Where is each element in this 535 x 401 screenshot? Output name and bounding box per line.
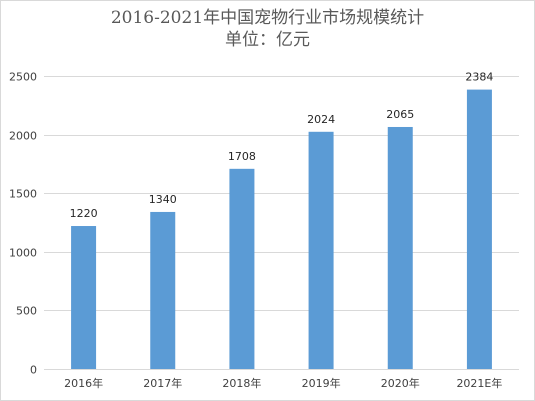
data-label: 2065: [386, 108, 414, 121]
data-label: 1340: [149, 193, 177, 206]
bar: [308, 131, 334, 369]
x-tick-label: 2016年: [64, 376, 103, 390]
bar: [387, 126, 413, 369]
data-label: 2024: [307, 113, 335, 126]
data-label: 1708: [228, 150, 256, 163]
chart-subtitle: 单位：亿元: [225, 30, 310, 50]
data-label: 1220: [70, 207, 98, 220]
x-tick-label: 2019年: [302, 376, 341, 390]
data-label: 2384: [465, 71, 493, 84]
x-tick-label: 2021E年: [456, 376, 502, 390]
y-tick-label: 2500: [9, 71, 37, 84]
y-tick-label: 2000: [9, 130, 37, 143]
y-tick-label: 0: [30, 364, 37, 377]
chart-title-block: 2016-2021年中国宠物行业市场规模统计 单位：亿元: [1, 7, 534, 51]
y-tick-label: 1000: [9, 247, 37, 260]
bar: [229, 168, 255, 369]
y-tick-label: 500: [16, 305, 37, 318]
y-tick-label: 1500: [9, 188, 37, 201]
chart-title: 2016-2021年中国宠物行业市场规模统计: [110, 8, 425, 28]
bar: [466, 89, 492, 369]
bar: [71, 226, 97, 369]
x-tick-label: 2018年: [222, 376, 261, 390]
bar: [150, 211, 176, 369]
x-tick-label: 2017年: [143, 376, 182, 390]
x-tick-label: 2020年: [381, 376, 420, 390]
